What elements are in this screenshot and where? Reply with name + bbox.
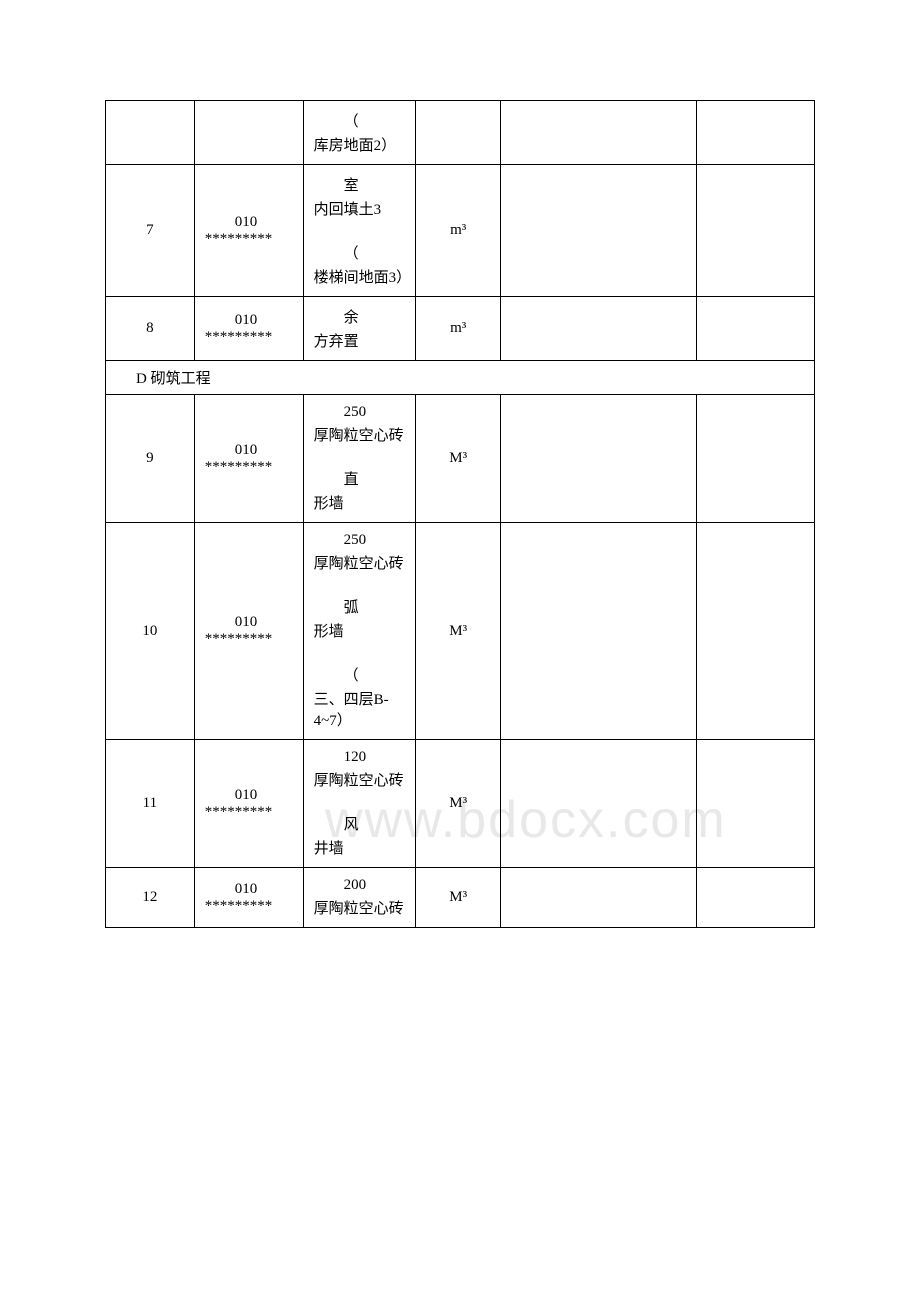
empty-cell: [501, 523, 696, 740]
empty-cell: [501, 395, 696, 523]
empty-cell: [696, 297, 814, 361]
row-number: 8: [106, 297, 195, 361]
row-number: [106, 101, 195, 165]
unit: M³: [416, 868, 501, 928]
item-description: 室 内回填土3 （ 楼梯间地面3）: [303, 165, 415, 297]
item-code: 010 *********: [194, 868, 303, 928]
unit: m³: [416, 165, 501, 297]
table-row: 7 010 ********* 室 内回填土3 （ 楼梯间地面3） m³: [106, 165, 815, 297]
row-number: 11: [106, 740, 195, 868]
item-code: 010 *********: [194, 165, 303, 297]
row-number: 12: [106, 868, 195, 928]
section-header-row: D 砌筑工程: [106, 361, 815, 395]
unit: M³: [416, 395, 501, 523]
row-number: 7: [106, 165, 195, 297]
item-code: 010 *********: [194, 297, 303, 361]
empty-cell: [696, 395, 814, 523]
item-description: 250 厚陶粒空心砖 弧 形墙 （ 三、四层B-4~7）: [303, 523, 415, 740]
item-description: 200 厚陶粒空心砖: [303, 868, 415, 928]
table-row: 8 010 ********* 余 方弃置 m³: [106, 297, 815, 361]
unit: [416, 101, 501, 165]
table-row: 12 010 ********* 200 厚陶粒空心砖 M³: [106, 868, 815, 928]
empty-cell: [696, 523, 814, 740]
row-number: 10: [106, 523, 195, 740]
item-code: 010 *********: [194, 740, 303, 868]
quantities-table: （ 库房地面2） 7 010 ********* 室 内回填土3 （ 楼梯间地面…: [105, 100, 815, 928]
table-row: 10 010 ********* 250 厚陶粒空心砖 弧 形墙 （ 三、四层B…: [106, 523, 815, 740]
item-description: （ 库房地面2）: [303, 101, 415, 165]
table-row: （ 库房地面2）: [106, 101, 815, 165]
item-code: [194, 101, 303, 165]
unit: m³: [416, 297, 501, 361]
unit: M³: [416, 523, 501, 740]
empty-cell: [501, 165, 696, 297]
empty-cell: [501, 101, 696, 165]
empty-cell: [696, 101, 814, 165]
empty-cell: [696, 868, 814, 928]
item-description: 120 厚陶粒空心砖 风 井墙: [303, 740, 415, 868]
table-row: 9 010 ********* 250 厚陶粒空心砖 直 形墙 M³: [106, 395, 815, 523]
item-code: 010 *********: [194, 523, 303, 740]
section-d-header: D 砌筑工程: [106, 361, 815, 395]
row-number: 9: [106, 395, 195, 523]
empty-cell: [501, 297, 696, 361]
empty-cell: [696, 165, 814, 297]
unit: M³: [416, 740, 501, 868]
item-code: 010 *********: [194, 395, 303, 523]
empty-cell: [501, 740, 696, 868]
empty-cell: [696, 740, 814, 868]
empty-cell: [501, 868, 696, 928]
item-description: 250 厚陶粒空心砖 直 形墙: [303, 395, 415, 523]
item-description: 余 方弃置: [303, 297, 415, 361]
table-row: 11 010 ********* 120 厚陶粒空心砖 风 井墙 M³: [106, 740, 815, 868]
